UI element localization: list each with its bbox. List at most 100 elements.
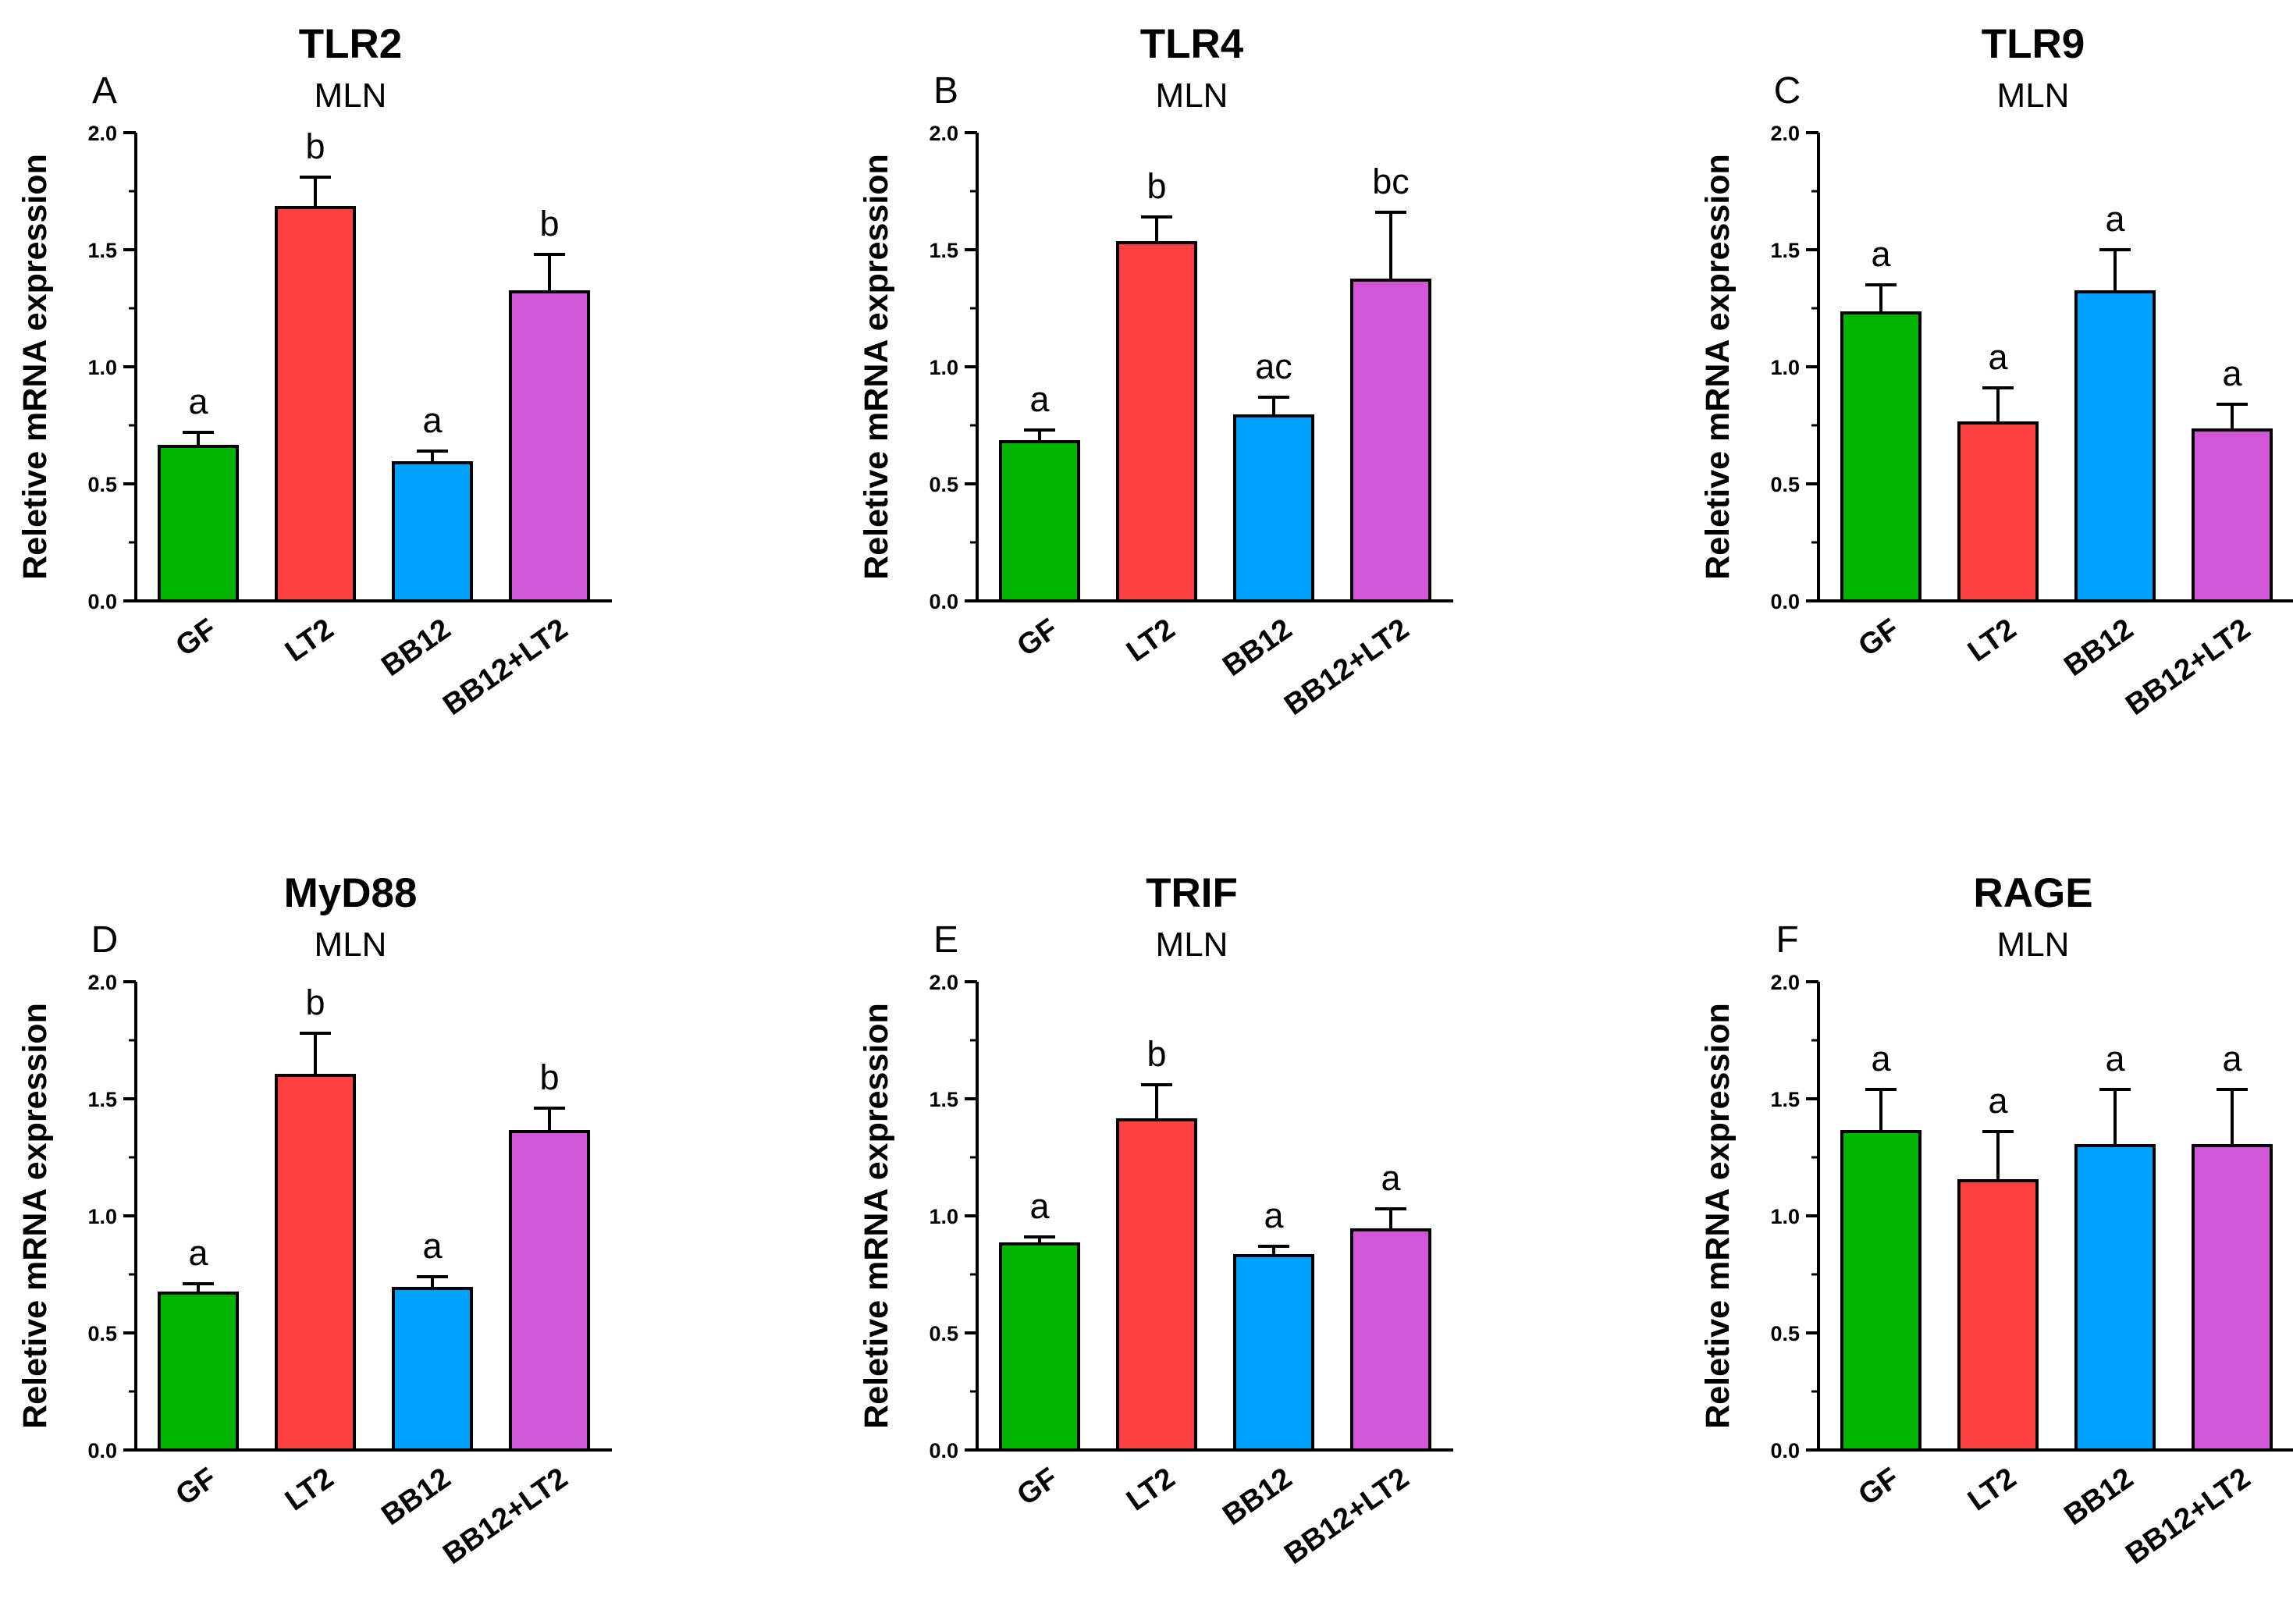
x-tick-label: BB12+LT2 (437, 1462, 574, 1571)
significance-label: a (2222, 354, 2242, 393)
significance-label: b (539, 204, 559, 243)
y-tick-label: 1.0 (929, 1205, 958, 1228)
x-tick-label: BB12 (2058, 613, 2139, 683)
significance-label: a (1381, 1158, 1401, 1198)
x-tick-label: LT2 (1962, 613, 2022, 669)
bar-bb12 (1233, 1254, 1314, 1452)
y-tick-label: 0.0 (929, 1439, 958, 1462)
significance-label: a (422, 400, 443, 440)
x-tick-label: GF (1853, 613, 1905, 663)
x-tick-label: BB12 (375, 613, 457, 683)
y-tick-label: 2.0 (1770, 122, 1800, 145)
y-axis-label: Reletive mRNA expression (1699, 1003, 1737, 1429)
panel-letter: D (91, 919, 119, 961)
chart-subtitle: MLN (1156, 76, 1228, 115)
significance-label: bc (1372, 162, 1410, 201)
bar-lt2 (1957, 421, 2039, 602)
y-tick-label: 0.0 (929, 590, 958, 613)
y-tick-label: 0.0 (1770, 1439, 1800, 1462)
y-tick-label: 2.0 (929, 122, 958, 145)
bar-bb12 (1233, 414, 1314, 602)
y-tick-label: 0.0 (87, 1439, 117, 1462)
significance-label: b (305, 983, 325, 1022)
x-tick-label: BB12+LT2 (2120, 613, 2256, 722)
bar-lt2 (1116, 241, 1197, 602)
panel-letter: F (1776, 919, 1798, 961)
panel-letter: C (1774, 70, 1801, 112)
x-tick-label: LT2 (279, 613, 340, 669)
x-tick-label: BB12 (1217, 613, 1298, 683)
x-tick-label: BB12+LT2 (437, 613, 574, 722)
chart-subtitle: MLN (315, 926, 387, 964)
y-tick-label: 0.5 (87, 1322, 117, 1345)
panel-f: RAGE MLN F Reletive mRNA expression 0.0 0.5 1.… (1699, 870, 2293, 1571)
x-tick-label: BB12+LT2 (2120, 1462, 2256, 1571)
significance-label: ac (1255, 346, 1292, 386)
bar-bb12 (2074, 1144, 2156, 1452)
significance-label: b (1146, 1034, 1166, 1074)
significance-label: a (1029, 1186, 1050, 1226)
bar-bb12-lt2 (1350, 279, 1431, 602)
y-tick-label: 1.5 (87, 1088, 117, 1111)
y-tick-label: 0.0 (1770, 590, 1800, 613)
bar-gf (158, 445, 239, 602)
bar-lt2 (275, 206, 356, 602)
y-axis-label: Reletive mRNA expression (16, 154, 54, 580)
significance-label: a (1988, 1081, 2008, 1121)
significance-label: a (188, 1233, 208, 1273)
y-tick-label: 0.5 (929, 473, 958, 496)
panel-d: MyD88 MLN D Reletive mRNA expression 0.0 0.5 1… (16, 870, 612, 1571)
y-tick-label: 2.0 (87, 122, 117, 145)
chart-title: TLR4 (1140, 21, 1244, 67)
significance-label: a (1988, 337, 2008, 377)
y-axis-label: Reletive mRNA expression (16, 1003, 54, 1429)
bar-bb12-lt2 (509, 1130, 590, 1452)
chart-title: TLR9 (1982, 21, 2085, 67)
bar-bb12-lt2 (1350, 1228, 1431, 1452)
y-tick-label: 1.0 (87, 1205, 117, 1228)
x-tick-label: GF (1853, 1462, 1905, 1512)
x-tick-label: GF (170, 613, 222, 663)
significance-label: a (1029, 379, 1050, 419)
panel-letter: E (933, 919, 958, 961)
bar-lt2 (1116, 1118, 1197, 1452)
y-tick-label: 1.5 (1770, 239, 1800, 262)
bar-gf (1840, 1130, 1921, 1452)
panel-letter: B (933, 70, 958, 112)
y-tick-label: 2.0 (929, 971, 958, 994)
x-tick-label: LT2 (1962, 1462, 2022, 1518)
panel-e: TRIF MLN E Reletive mRNA expression 0.0 0.5 1.… (858, 870, 1453, 1571)
panel-c: TLR9 MLN C Reletive mRNA expression 0.0 0.5 1.… (1699, 21, 2293, 722)
significance-label: a (2105, 1039, 2125, 1079)
y-tick-label: 1.0 (1770, 1205, 1800, 1228)
chart-title: TRIF (1146, 870, 1238, 916)
x-tick-label: BB12 (375, 1462, 457, 1532)
y-tick-label: 0.5 (1770, 473, 1800, 496)
y-tick-label: 2.0 (1770, 971, 1800, 994)
bar-bb12-lt2 (2192, 428, 2273, 602)
significance-label: b (1146, 166, 1166, 206)
significance-label: a (1871, 1039, 1891, 1079)
bar-bb12-lt2 (509, 290, 590, 602)
y-axis-label: Reletive mRNA expression (1699, 154, 1737, 580)
y-tick-label: 1.5 (929, 1088, 958, 1111)
y-axis-label: Reletive mRNA expression (858, 1003, 895, 1429)
x-tick-label: GF (170, 1462, 222, 1512)
y-tick-label: 1.5 (87, 239, 117, 262)
significance-label: b (539, 1057, 559, 1097)
y-tick-label: 1.5 (1770, 1088, 1800, 1111)
significance-label: a (188, 382, 208, 421)
significance-label: a (1264, 1196, 1284, 1235)
x-tick-label: GF (1011, 1462, 1064, 1512)
y-tick-label: 1.5 (929, 239, 958, 262)
bar-gf (999, 1242, 1080, 1452)
y-tick-label: 0.5 (929, 1322, 958, 1345)
chart-subtitle: MLN (1156, 926, 1228, 964)
bar-bb12 (392, 1287, 473, 1452)
chart-subtitle: MLN (315, 76, 387, 115)
bar-bb12-lt2 (2192, 1144, 2273, 1452)
y-tick-label: 2.0 (87, 971, 117, 994)
y-tick-label: 0.5 (87, 473, 117, 496)
